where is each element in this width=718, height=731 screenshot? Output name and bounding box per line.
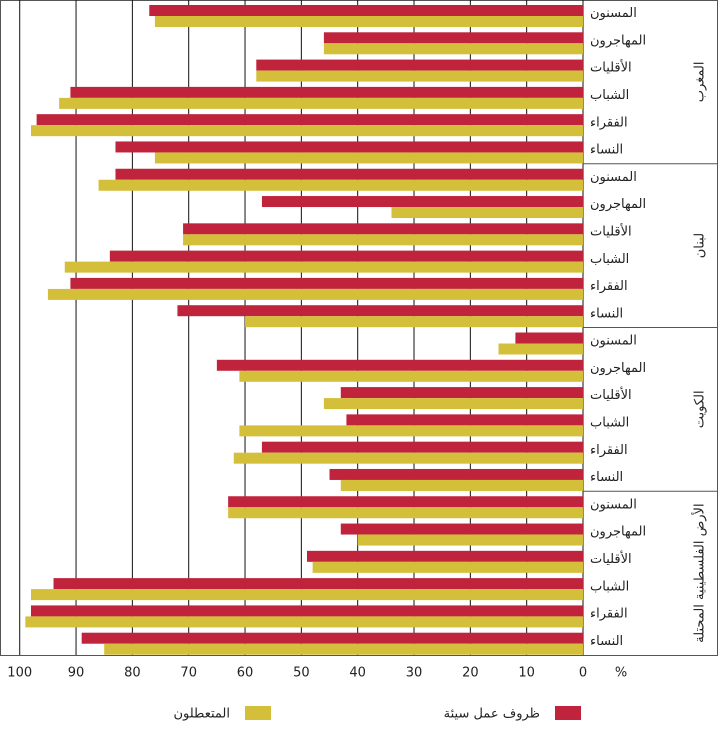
- bar: [115, 141, 584, 153]
- category-label: الفقراء: [590, 607, 628, 622]
- bar: [154, 16, 583, 27]
- category-label: النساء: [590, 470, 623, 485]
- bar: [149, 5, 583, 16]
- bar: [104, 643, 583, 655]
- category-label: الشباب: [590, 88, 629, 103]
- bar: [239, 370, 584, 382]
- bar: [312, 561, 583, 573]
- category-label: الفقراء: [590, 443, 628, 458]
- bar: [216, 359, 583, 371]
- category-label: الشباب: [590, 579, 629, 594]
- bar: [36, 114, 583, 126]
- x-tick-label: 80: [124, 666, 141, 681]
- category-label: المهاجرون: [590, 525, 646, 540]
- bar: [261, 441, 583, 453]
- category-label: الأقليات: [590, 386, 632, 403]
- group-label: المغرب: [693, 61, 708, 102]
- bar: [47, 288, 584, 300]
- bar: [30, 125, 584, 137]
- x-axis-label: %: [615, 666, 627, 681]
- bar: [261, 196, 583, 208]
- bar: [177, 305, 583, 317]
- category-label: الفقراء: [590, 279, 628, 294]
- bar: [109, 250, 583, 262]
- legend-label: ظروف عمل سيئة: [444, 707, 540, 722]
- bar: [245, 316, 583, 328]
- bar: [81, 632, 583, 644]
- bar: [59, 97, 584, 109]
- bar: [98, 179, 583, 191]
- x-tick-label: 70: [180, 666, 197, 681]
- bar: [183, 223, 583, 235]
- bar: [228, 507, 583, 519]
- bar: [115, 168, 584, 180]
- group-label: الأرض الفلسطينية المحتلة: [691, 503, 708, 642]
- bar: [323, 43, 583, 55]
- legend-swatch: [555, 706, 581, 720]
- x-tick-label: 90: [68, 666, 85, 681]
- bar: [30, 605, 584, 617]
- bar: [391, 207, 583, 219]
- bar: [64, 261, 584, 273]
- bar: [154, 152, 583, 164]
- bar: [306, 550, 583, 562]
- category-label: المسنون: [590, 6, 637, 21]
- x-tick-label: 40: [349, 666, 366, 681]
- bar: [30, 589, 584, 601]
- category-label: الأقليات: [590, 222, 632, 239]
- category-label: المسنون: [590, 170, 637, 185]
- category-label: المسنون: [590, 334, 637, 349]
- bar: [346, 414, 583, 426]
- bar: [498, 343, 583, 355]
- legend-label: المتعطلون: [173, 707, 230, 722]
- bar: [70, 86, 583, 98]
- bar: [340, 523, 583, 535]
- category-label: الشباب: [590, 416, 629, 431]
- bar: [515, 332, 583, 344]
- category-label: المهاجرون: [590, 361, 646, 376]
- category-label: المهاجرون: [590, 33, 646, 48]
- bar: [357, 534, 583, 546]
- x-tick-label: 50: [293, 666, 310, 681]
- category-label: المهاجرون: [590, 197, 646, 212]
- category-label: النساء: [590, 306, 623, 321]
- bar: [239, 425, 584, 437]
- bar: [70, 277, 583, 289]
- category-label: النساء: [590, 634, 623, 649]
- category-label: المسنون: [590, 497, 637, 512]
- category-label: الفقراء: [590, 115, 628, 130]
- bar: [233, 452, 583, 464]
- bar: [340, 479, 583, 491]
- bar: [53, 578, 583, 590]
- bar: [256, 70, 583, 82]
- x-tick-label: 10: [518, 666, 535, 681]
- x-tick-label: 100: [7, 666, 32, 681]
- category-label: النساء: [590, 143, 623, 158]
- bar: [183, 234, 583, 246]
- legend-swatch: [245, 706, 271, 720]
- bar: [256, 59, 583, 71]
- x-tick-label: 20: [462, 666, 479, 681]
- category-label: الشباب: [590, 252, 629, 267]
- bar: [25, 616, 583, 628]
- group-label: الكويت: [693, 390, 708, 428]
- group-label: لبنان: [693, 233, 708, 258]
- category-label: الأقليات: [590, 550, 632, 567]
- bar: [340, 387, 583, 399]
- bar: [323, 398, 583, 410]
- bar: [329, 468, 583, 480]
- category-label: الأقليات: [590, 59, 632, 76]
- bar: [228, 496, 583, 508]
- x-tick-label: 60: [237, 666, 254, 681]
- x-tick-label: 0: [579, 666, 587, 681]
- x-tick-label: 30: [406, 666, 423, 681]
- bar: [323, 32, 583, 44]
